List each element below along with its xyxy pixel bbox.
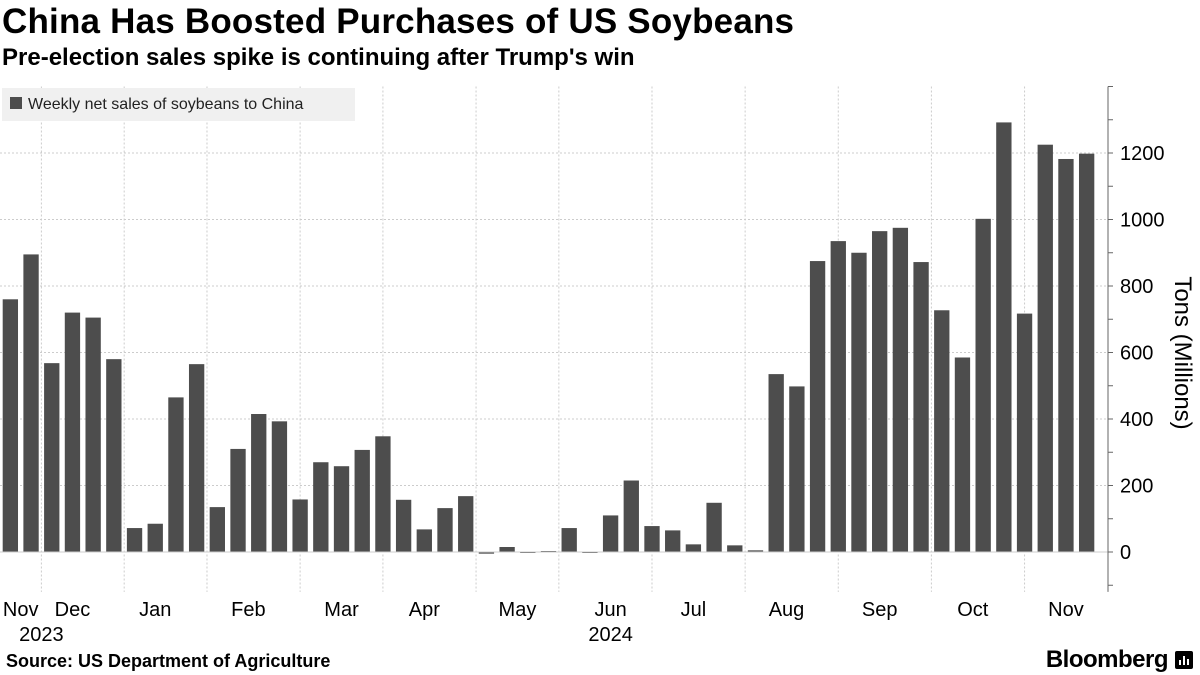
bar — [126, 528, 143, 552]
legend-background — [2, 88, 355, 121]
bar — [44, 363, 60, 552]
bar — [747, 550, 764, 552]
legend: Weekly net sales of soybeans to China — [2, 88, 355, 121]
bar — [830, 241, 846, 553]
bar — [333, 466, 350, 552]
x-month-label: Sep — [862, 599, 898, 621]
bar — [147, 523, 163, 552]
bar — [644, 526, 660, 552]
bloomberg-terminal-icon — [1175, 651, 1193, 669]
bar — [892, 227, 909, 552]
x-month-label: Oct — [957, 599, 989, 621]
bar — [1078, 153, 1095, 552]
axes: 0 200 400 600 800 1000 1200 Nov Dec Jan Feb Mar Apr M… — [0, 86, 1165, 646]
bar — [809, 261, 826, 552]
bar — [602, 515, 619, 552]
bar — [499, 547, 515, 552]
x-month-label: May — [499, 599, 537, 621]
bar — [872, 231, 888, 552]
bar — [1037, 144, 1053, 552]
y-tick-label: 1000 — [1120, 210, 1165, 232]
bar — [1016, 313, 1033, 552]
bar — [230, 448, 246, 552]
x-month-label: Apr — [409, 599, 440, 621]
y-tick-label: 1200 — [1120, 143, 1165, 165]
bar — [2, 299, 19, 552]
bar — [768, 374, 784, 552]
bar — [685, 544, 702, 552]
y-tick-label: 600 — [1120, 343, 1153, 365]
bar — [561, 528, 577, 552]
bar — [168, 397, 184, 552]
chart-title: China Has Boosted Purchases of US Soybea… — [2, 2, 795, 41]
x-month-label: Jul — [681, 599, 707, 621]
bar — [313, 462, 329, 552]
x-month-label: Feb — [231, 599, 265, 621]
bloomberg-logo: Bloomberg — [1045, 646, 1169, 673]
bar — [789, 386, 805, 552]
bar — [975, 218, 991, 552]
bar — [437, 508, 453, 552]
bar — [354, 449, 370, 552]
bar — [375, 436, 391, 552]
bar — [954, 357, 971, 552]
legend-swatch — [10, 97, 22, 109]
x-month-label: Dec — [55, 599, 91, 621]
x-month-label: Aug — [769, 599, 805, 621]
bar — [478, 552, 495, 554]
x-month-label: Nov — [3, 599, 39, 621]
bar — [706, 502, 722, 552]
y-tick-label: 800 — [1120, 276, 1153, 298]
bar — [458, 496, 474, 552]
bar — [64, 312, 81, 552]
chart-subtitle: Pre-election sales spike is continuing a… — [2, 44, 635, 71]
bar — [395, 499, 412, 552]
y-tick-label: 200 — [1120, 476, 1153, 498]
bar — [623, 480, 639, 552]
bar — [665, 530, 681, 552]
source-note: Source: US Department of Agriculture — [6, 651, 331, 671]
bar — [85, 317, 101, 552]
bar — [934, 310, 950, 552]
y-axis-title: Tons (Millions) — [1169, 276, 1196, 429]
x-month-label: Nov — [1048, 599, 1084, 621]
bar — [727, 545, 743, 552]
bar — [209, 507, 225, 552]
bar — [106, 359, 122, 552]
bar — [292, 499, 308, 552]
bar-series — [2, 122, 1095, 554]
bar — [23, 254, 39, 552]
y-tick-label: 400 — [1120, 409, 1153, 431]
bar — [188, 364, 205, 552]
y-tick-label: 0 — [1120, 542, 1131, 564]
bar — [271, 421, 288, 552]
legend-label: Weekly net sales of soybeans to China — [28, 96, 304, 113]
x-month-label: Jun — [594, 599, 626, 621]
x-month-label: Mar — [324, 599, 359, 621]
bar — [913, 262, 929, 552]
bar — [851, 252, 867, 552]
bar — [1058, 158, 1074, 553]
x-year-label: 2023 — [19, 624, 64, 646]
x-month-label: Jan — [139, 599, 171, 621]
bar — [251, 414, 267, 552]
bar — [416, 529, 432, 552]
x-year-label: 2024 — [588, 624, 633, 646]
bar — [996, 122, 1012, 552]
